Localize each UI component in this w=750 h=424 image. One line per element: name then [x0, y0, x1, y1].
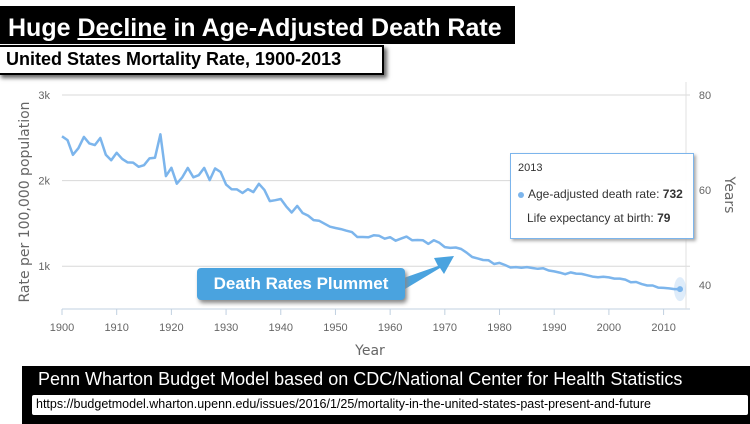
x-tick-label: 1970 [433, 322, 457, 334]
y-tick-label: 3k [38, 90, 50, 102]
tooltip-life-expectancy: Life expectancy at birth: 79 [527, 211, 671, 225]
x-tick-label: 2010 [651, 322, 675, 334]
x-tick-label: 1920 [159, 322, 183, 334]
x-axis-title: Year [354, 343, 385, 359]
url-box: https://budgetmodel.wharton.upenn.edu/is… [32, 395, 748, 415]
y2-tick-label: 80 [699, 90, 711, 102]
y2-tick-label: 40 [699, 280, 711, 292]
callout-death-rates-plummet: Death Rates Plummet [197, 268, 405, 300]
callout-arrow-icon [398, 256, 454, 292]
x-tick-label: 1910 [104, 322, 128, 334]
series-dot-icon [518, 191, 524, 198]
data-point-2013 [677, 286, 683, 293]
y-tick-label: 2k [38, 176, 50, 188]
tooltip-year: 2013 [518, 162, 543, 174]
chart-subtitle: United States Mortality Rate, 1900-2013 [6, 49, 342, 69]
x-tick-label: 1900 [50, 322, 74, 334]
chart-title: Huge Decline in Age-Adjusted Death Rate [8, 14, 502, 42]
x-tick-label: 1950 [323, 322, 347, 334]
title-banner: Huge Decline in Age-Adjusted Death Rate [0, 6, 515, 44]
source-banner: Penn Wharton Budget Model based on CDC/N… [22, 366, 750, 424]
death-rate-line [61, 133, 680, 291]
tooltip-death-rate: Age-adjusted death rate: 732 [518, 187, 683, 201]
subtitle-banner: United States Mortality Rate, 1900-2013 [0, 45, 384, 75]
x-tick-label: 1980 [487, 322, 511, 334]
y-tick-label: 1k [38, 261, 50, 273]
x-tick-label: 2000 [597, 322, 621, 334]
source-text: Penn Wharton Budget Model based on CDC/N… [38, 369, 683, 389]
x-tick-label: 1930 [214, 322, 238, 334]
y2-tick-label: 60 [699, 185, 711, 197]
y2-axis-title: Years [721, 176, 737, 214]
source-url: https://budgetmodel.wharton.upenn.edu/is… [36, 397, 651, 411]
tooltip: 2013 Age-adjusted death rate: 732 Life e… [510, 153, 694, 239]
x-tick-label: 1940 [269, 322, 293, 334]
x-tick-label: 1990 [542, 322, 566, 334]
x-tick-label: 1960 [378, 322, 402, 334]
y-axis-title: Rate per 100,000 population [17, 101, 33, 302]
